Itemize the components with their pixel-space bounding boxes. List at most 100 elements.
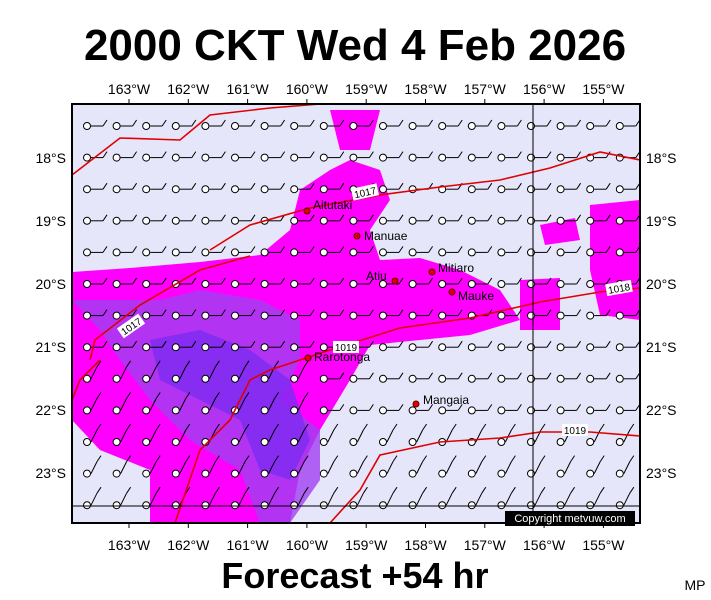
- lon-label: 159°W: [345, 537, 388, 553]
- barb-flag: [457, 404, 463, 411]
- barb-flag: [428, 404, 434, 411]
- station: [497, 122, 506, 130]
- barb-flag: [451, 455, 457, 462]
- station: [171, 438, 180, 446]
- credit: MP: [685, 577, 706, 593]
- barb-shaft: [179, 398, 187, 411]
- barb-shaft: [120, 366, 128, 380]
- barb-flag: [161, 340, 167, 348]
- station: [586, 438, 595, 446]
- barb-flag: [516, 182, 522, 190]
- lon-label: 156°W: [523, 537, 566, 553]
- station: [467, 469, 476, 478]
- station: [467, 248, 476, 257]
- station: [556, 374, 565, 383]
- barb-flag: [214, 392, 220, 399]
- barb-flag: [309, 309, 315, 316]
- barb-shaft: [179, 366, 187, 380]
- station: [142, 185, 151, 194]
- barb-flag: [487, 340, 493, 348]
- barb-shaft: [238, 429, 246, 443]
- barb-flag: [102, 340, 108, 348]
- barb-shaft: [297, 366, 305, 380]
- barb-shaft: [179, 461, 187, 474]
- lat-label: 18°S: [35, 150, 66, 166]
- barb-flag: [339, 277, 345, 285]
- barb-flag: [126, 423, 132, 431]
- station: [408, 311, 417, 320]
- barb-shaft: [327, 461, 335, 474]
- station: [586, 185, 595, 194]
- barb-flag: [422, 486, 428, 494]
- station: [83, 122, 91, 130]
- lon-label: 158°W: [404, 81, 447, 97]
- station: [497, 406, 506, 415]
- barb-flag: [250, 151, 256, 158]
- barb-flag: [392, 455, 398, 462]
- station: [260, 438, 269, 446]
- station: [171, 248, 180, 257]
- station: [201, 343, 210, 352]
- barb-flag: [303, 486, 309, 494]
- barb-shaft: [208, 492, 216, 506]
- barb-flag: [451, 423, 457, 431]
- barb-flag: [428, 151, 434, 158]
- barb-flag: [546, 340, 552, 348]
- barb-shaft: [356, 461, 364, 474]
- barb-shaft: [386, 461, 394, 474]
- barb-flag: [516, 277, 522, 285]
- barb-shaft: [238, 366, 246, 380]
- station: [171, 185, 180, 194]
- barb-flag: [368, 277, 374, 285]
- lat-label: 18°S: [646, 150, 677, 166]
- place-marker: [304, 354, 312, 362]
- barb-flag: [191, 119, 197, 127]
- barb-shaft: [534, 461, 542, 474]
- copyright: Copyright metvuw.com: [514, 513, 625, 525]
- barb-flag: [132, 214, 138, 222]
- barb-flag: [392, 423, 398, 431]
- station: [438, 343, 447, 352]
- barb-flag: [516, 246, 522, 253]
- station: [319, 374, 328, 383]
- station: [379, 122, 387, 130]
- station: [438, 469, 447, 478]
- map-frame: [71, 103, 641, 524]
- station: [83, 374, 91, 383]
- barb-flag: [185, 360, 191, 368]
- barb-shaft: [90, 398, 98, 411]
- station: [260, 280, 269, 288]
- barb-shaft: [504, 461, 512, 474]
- station: [556, 122, 565, 130]
- barb-flag: [516, 309, 522, 316]
- barb-flag: [428, 119, 434, 127]
- barb-shaft: [90, 366, 98, 380]
- barb-flag: [398, 340, 404, 348]
- station: [615, 469, 624, 478]
- station: [231, 216, 239, 225]
- barb-flag: [250, 277, 256, 285]
- station: [142, 374, 151, 383]
- barb-flag: [457, 151, 463, 158]
- barb-flag: [309, 119, 315, 127]
- barb-flag: [629, 423, 635, 431]
- barb-flag: [599, 423, 605, 431]
- lat-label: 22°S: [646, 402, 677, 418]
- barb-flag: [185, 486, 191, 494]
- station: [408, 469, 417, 478]
- barb-shaft: [623, 461, 631, 474]
- lon-label: 155°W: [582, 537, 625, 553]
- barb-flag: [126, 486, 132, 494]
- station: [201, 406, 210, 415]
- station: [201, 280, 210, 288]
- barb-flag: [309, 214, 315, 222]
- station: [349, 501, 358, 510]
- barb-flag: [546, 309, 552, 316]
- axis-labels: 163°W 163°W 162°W 162°W 161°W 161°W 160°W 160°W…: [35, 81, 676, 553]
- station: [556, 438, 565, 446]
- station: [231, 501, 239, 510]
- station: [379, 248, 387, 257]
- barb-flag: [398, 309, 404, 316]
- title: 2000 CKT Wed 4 Feb 2026: [84, 21, 626, 70]
- barb-flag: [516, 119, 522, 127]
